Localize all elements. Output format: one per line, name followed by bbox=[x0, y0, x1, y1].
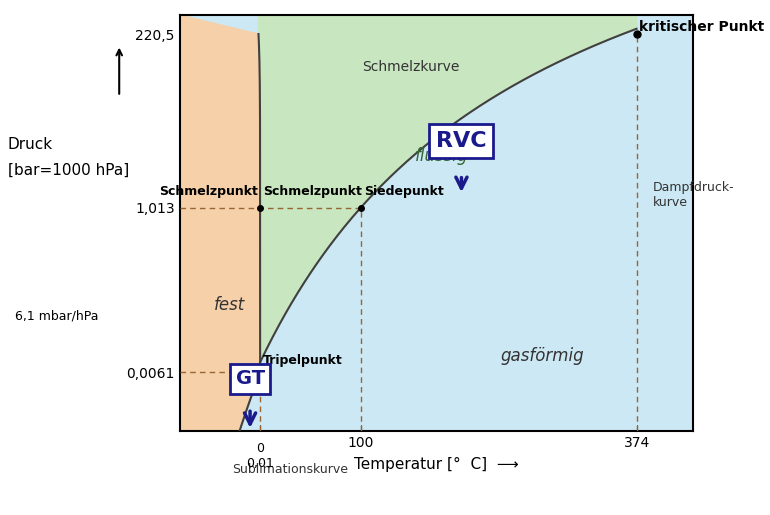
Text: Dampfdruck-
kurve: Dampfdruck- kurve bbox=[653, 181, 735, 209]
Text: flüssig: flüssig bbox=[414, 147, 468, 165]
Text: 6,1 mbar/hPa: 6,1 mbar/hPa bbox=[15, 310, 99, 322]
Polygon shape bbox=[259, 15, 637, 372]
Text: GT: GT bbox=[236, 369, 265, 388]
Text: 0: 0 bbox=[256, 442, 264, 455]
Text: Siedepunkt: Siedepunkt bbox=[363, 184, 444, 198]
Text: Schmelzpunkt: Schmelzpunkt bbox=[159, 184, 258, 198]
Text: Tripelpunkt: Tripelpunkt bbox=[263, 354, 343, 367]
Text: RVC: RVC bbox=[436, 131, 487, 151]
Text: kritischer Punkt: kritischer Punkt bbox=[638, 20, 764, 34]
Text: Schmelzkurve: Schmelzkurve bbox=[363, 60, 460, 74]
Text: [bar=1000 hPa]: [bar=1000 hPa] bbox=[8, 162, 129, 178]
Polygon shape bbox=[179, 15, 260, 515]
Text: Sublimationskurve: Sublimationskurve bbox=[233, 463, 348, 476]
Text: 0,01: 0,01 bbox=[246, 457, 274, 470]
Text: fest: fest bbox=[214, 296, 246, 314]
Text: Druck: Druck bbox=[8, 136, 53, 152]
Text: gasförmig: gasförmig bbox=[500, 348, 584, 366]
X-axis label: Temperatur [°  C]  ⟶: Temperatur [° C] ⟶ bbox=[354, 456, 519, 472]
Text: Schmelzpunkt: Schmelzpunkt bbox=[263, 184, 362, 198]
